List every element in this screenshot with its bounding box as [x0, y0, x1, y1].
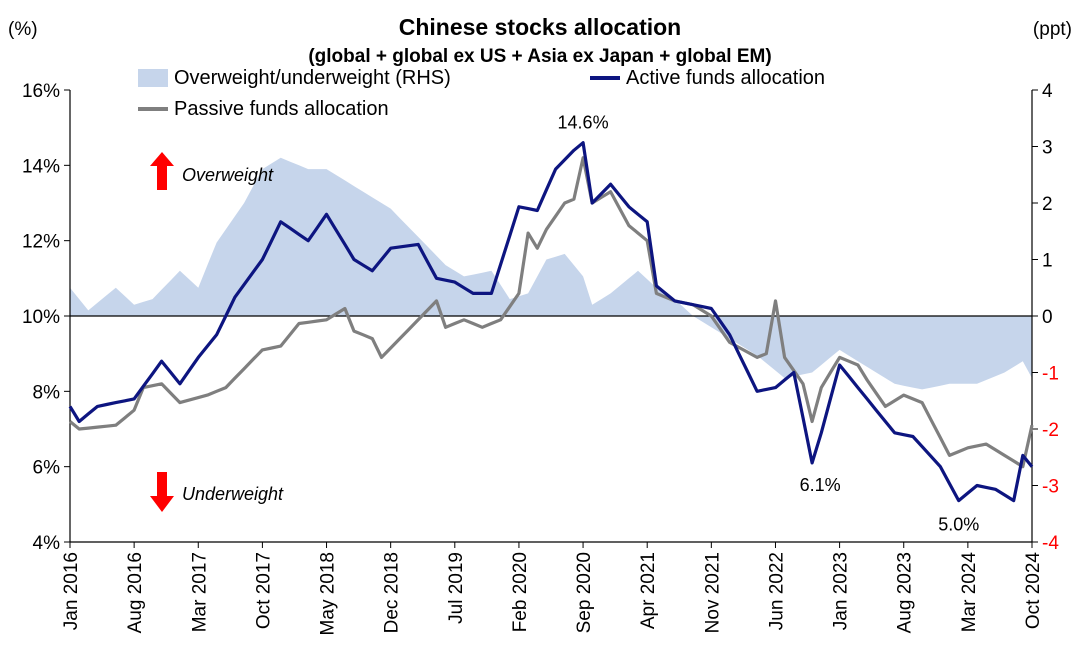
x-tick-label: Sep 2020: [574, 552, 595, 633]
left-tick-label: 6%: [33, 458, 61, 479]
right-tick-label: 4: [1042, 81, 1053, 102]
line-layer: [68, 141, 1034, 503]
down-arrow-icon: [150, 472, 174, 512]
overweight-arrow-indicator: Overweight: [150, 152, 274, 190]
left-tick-label: 14%: [22, 156, 60, 177]
passive-funds-allocation-line: [68, 156, 1034, 469]
overweight-underweight-area: [70, 157, 1032, 390]
indicator-label: Underweight: [182, 484, 284, 504]
x-tick-label: Jul 2019: [446, 552, 467, 624]
legend: Overweight/underweight (RHS) Active funds…: [138, 67, 825, 120]
x-tick-label: Jan 2016: [61, 552, 82, 630]
chart-title: Chinese stocks allocation: [399, 14, 681, 40]
active-funds-allocation-line: [68, 141, 1034, 503]
right-tick-label: 1: [1042, 251, 1053, 272]
x-tick-label: Mar 2017: [189, 552, 210, 632]
annotation-label: 14.6%: [558, 113, 609, 133]
legend-item: Active funds allocation: [590, 67, 825, 89]
legend-label: Overweight/underweight (RHS): [174, 67, 451, 89]
x-tick-label: May 2018: [318, 552, 339, 635]
x-tick-label: Jan 2023: [831, 552, 852, 630]
x-tick-label: Nov 2021: [702, 552, 723, 633]
left-axis-unit: (%): [8, 19, 38, 40]
left-tick-label: 4%: [33, 533, 61, 554]
x-tick-label: Aug 2016: [125, 552, 146, 633]
left-tick-label: 8%: [33, 382, 61, 403]
right-tick-label: -4: [1042, 533, 1059, 554]
x-tick-label: Apr 2021: [638, 552, 659, 629]
right-axis-unit: (ppt): [1033, 19, 1072, 40]
annotation-label: 6.1%: [800, 475, 841, 495]
legend-item: Overweight/underweight (RHS): [138, 67, 451, 89]
legend-swatch: [138, 69, 168, 87]
x-tick-label: Jun 2022: [766, 552, 787, 630]
indicator-label: Overweight: [182, 165, 274, 185]
x-tick-label: Dec 2018: [382, 552, 403, 633]
chart-subtitle: (global + global ex US + Asia ex Japan +…: [308, 46, 771, 67]
legend-label: Active funds allocation: [626, 67, 825, 89]
area-layer: [70, 157, 1032, 390]
annotation-label: 5.0%: [938, 515, 979, 535]
left-tick-label: 12%: [22, 232, 60, 253]
right-tick-label: -1: [1042, 364, 1059, 385]
x-tick-label: Aug 2023: [895, 552, 916, 633]
x-tick-label: Feb 2020: [510, 552, 531, 632]
right-tick-label: 2: [1042, 194, 1053, 215]
label-layer: 14.6% 6.1% 5.0% Overweight Underweight: [150, 113, 979, 535]
right-tick-label: -3: [1042, 477, 1059, 498]
legend-label: Passive funds allocation: [174, 98, 389, 120]
x-tick-label: Mar 2024: [959, 552, 980, 633]
right-tick-label: -2: [1042, 420, 1059, 441]
x-tick-label: Oct 2017: [253, 552, 274, 629]
up-arrow-icon: [150, 152, 174, 190]
legend-item: Passive funds allocation: [138, 98, 389, 120]
axes-layer: 4% 6% 8% 10% 12% 14% 16% 4 3 2 1 0 -1 -2 -3 -4 Jan 2016 A…: [22, 81, 1059, 635]
x-tick-label: Oct 2024: [1023, 552, 1044, 630]
left-tick-label: 16%: [22, 81, 60, 102]
right-tick-label: 3: [1042, 138, 1053, 159]
right-tick-label: 0: [1042, 307, 1053, 328]
left-tick-label: 10%: [22, 307, 60, 328]
underweight-arrow-indicator: Underweight: [150, 472, 284, 512]
